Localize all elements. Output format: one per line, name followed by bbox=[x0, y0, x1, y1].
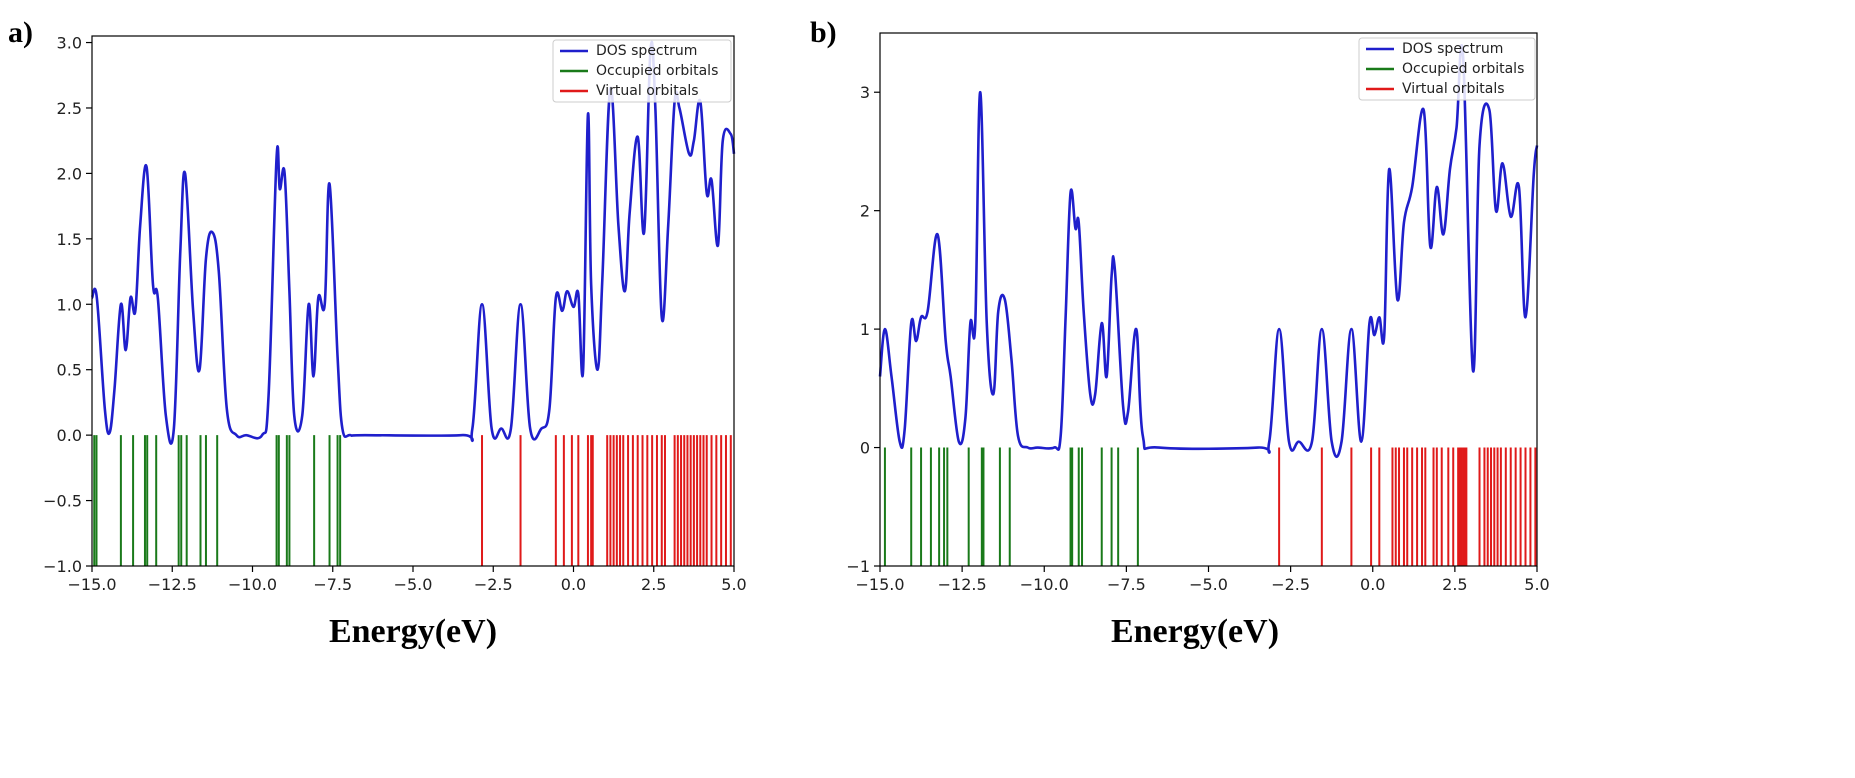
panel-a-ytick-label-4: 1.0 bbox=[57, 295, 82, 314]
panel-b-xtick-label-8: 5.0 bbox=[1524, 575, 1549, 594]
panel-a-xtick-label-0: −15.0 bbox=[67, 575, 116, 594]
panel-b-xtick-label-3: −7.5 bbox=[1107, 575, 1146, 594]
panel-b-legend-occupied-label: Occupied orbitals bbox=[1402, 61, 1524, 77]
panel-a-yticks: −1.0 −0.5 0.0 0.5 1.0 1.5 2.0 2.5 3.0 bbox=[43, 34, 92, 576]
panel-a-xtick-label-7: 2.5 bbox=[641, 575, 666, 594]
panel-a-xtick-label-8: 5.0 bbox=[721, 575, 746, 594]
panel-a-xtick-label-2: −10.0 bbox=[228, 575, 277, 594]
panel-b-xtick-label-0: −15.0 bbox=[855, 575, 904, 594]
panel-a-plot bbox=[90, 40, 736, 566]
panel-a-legend-box bbox=[552, 39, 732, 103]
panel-a-ytick-label-1: −0.5 bbox=[43, 492, 82, 511]
panel-b-xtick-label-4: −5.0 bbox=[1189, 575, 1228, 594]
panel-a-ytick-label-7: 2.5 bbox=[57, 99, 82, 118]
panel-a-xtick-label-6: 0.0 bbox=[561, 575, 586, 594]
panel-a-ytick-label-8: 3.0 bbox=[57, 34, 82, 53]
panel-b-xtick-label-2: −10.0 bbox=[1020, 575, 1069, 594]
panel-a-xtick-label-5: −2.5 bbox=[474, 575, 513, 594]
panel-b-ytick-label-1: 0 bbox=[860, 439, 870, 458]
panel-b-legend-box bbox=[1358, 37, 1536, 101]
panel-a-ytick-label-5: 1.5 bbox=[57, 230, 82, 249]
panel-a-ytick-label-6: 2.0 bbox=[57, 164, 82, 183]
panel-b-plot bbox=[878, 44, 1539, 566]
panel-a-legend-occupied-label: Occupied orbitals bbox=[596, 63, 718, 79]
panel-a-xticks: −15.0 −12.5 −10.0 −7.5 −5.0 −2.5 0.0 2.5 5.0 bbox=[67, 566, 747, 594]
panel-b-legend-virtual-label: Virtual orbitals bbox=[1402, 81, 1505, 97]
panel-a: a) −15.0 −12.5 −10.0 −7.5 −5.0 −2.5 0.0 2.5 5.0 … bbox=[8, 16, 747, 650]
panel-b-letter: b) bbox=[810, 16, 837, 49]
panel-b-xtick-label-5: −2.5 bbox=[1271, 575, 1310, 594]
panel-b-yticks: −1 0 1 2 3 bbox=[846, 83, 880, 576]
panel-b-legend-dos-label: DOS spectrum bbox=[1402, 41, 1503, 57]
panel-b-xtick-label-6: 0.0 bbox=[1360, 575, 1385, 594]
panel-b-xticks: −15.0 −12.5 −10.0 −7.5 −5.0 −2.5 0.0 2.5 5.0 bbox=[855, 566, 1550, 594]
panel-b-legend: DOS spectrum Occupied orbitals Virtual o… bbox=[1358, 37, 1536, 101]
panel-a-xtick-label-3: −7.5 bbox=[313, 575, 352, 594]
panel-b-ytick-label-0: −1 bbox=[846, 557, 870, 576]
panel-a-legend-virtual-label: Virtual orbitals bbox=[596, 83, 699, 99]
panel-b-ytick-label-4: 3 bbox=[860, 83, 870, 102]
panel-a-xlabel: Energy(eV) bbox=[329, 613, 497, 650]
panel-b-xtick-label-7: 2.5 bbox=[1442, 575, 1467, 594]
panel-a-legend: DOS spectrum Occupied orbitals Virtual o… bbox=[552, 39, 732, 103]
panel-a-ytick-label-0: −1.0 bbox=[43, 557, 82, 576]
panel-a-xtick-label-1: −12.5 bbox=[148, 575, 197, 594]
panel-b-dos-line bbox=[878, 44, 1539, 459]
panel-a-xtick-label-4: −5.0 bbox=[394, 575, 433, 594]
panel-b-xtick-label-1: −12.5 bbox=[938, 575, 987, 594]
panel-a-letter: a) bbox=[8, 16, 33, 49]
panel-a-ytick-label-3: 0.5 bbox=[57, 361, 82, 380]
panel-b-ytick-label-2: 1 bbox=[860, 320, 870, 339]
panel-a-ytick-label-2: 0.0 bbox=[57, 426, 82, 445]
panel-b-xlabel: Energy(eV) bbox=[1111, 613, 1279, 650]
panel-b-ytick-label-3: 2 bbox=[860, 202, 870, 221]
panel-a-legend-dos-label: DOS spectrum bbox=[596, 43, 697, 59]
panel-b: b) −15.0 −12.5 −10.0 −7.5 −5.0 −2.5 0.0 2.5 5.0 … bbox=[810, 16, 1550, 650]
